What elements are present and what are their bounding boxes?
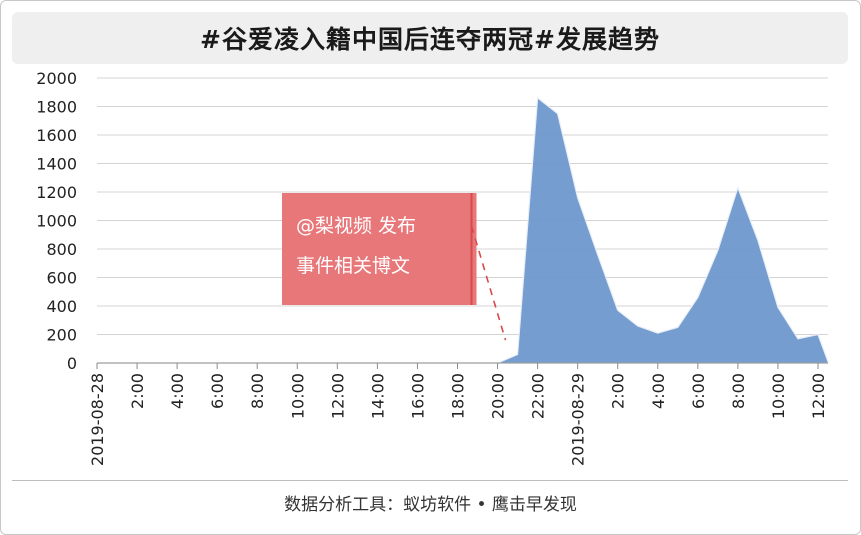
x-tick-label-1: 2:00 xyxy=(128,373,147,409)
x-tick-label-10: 20:00 xyxy=(489,373,508,419)
x-tick-label-12: 2019-08-29 xyxy=(569,373,588,466)
y-tick-label-1600: 1600 xyxy=(36,126,77,145)
footer-divider xyxy=(12,480,848,481)
x-tick-label-3: 6:00 xyxy=(208,373,227,409)
y-tick-label-1000: 1000 xyxy=(36,212,77,231)
y-tick-label-0: 0 xyxy=(67,354,77,373)
footer-source: 数据分析工具：蚁坊软件 • 鹰击早发现 xyxy=(284,495,577,515)
x-tick-label-4: 8:00 xyxy=(248,373,267,409)
y-tick-label-600: 600 xyxy=(46,269,77,288)
annotation-text-0: @梨视频 发布 xyxy=(296,215,416,237)
x-tick-label-15: 6:00 xyxy=(689,373,708,409)
y-tick-label-800: 800 xyxy=(46,240,77,259)
x-tick-label-13: 2:00 xyxy=(609,373,628,409)
y-tick-label-1200: 1200 xyxy=(36,183,77,202)
x-tick-label-6: 12:00 xyxy=(328,373,347,419)
annotation-text-1: 事件相关博文 xyxy=(296,255,410,277)
x-tick-label-14: 4:00 xyxy=(649,373,668,409)
y-tick-label-2000: 2000 xyxy=(36,69,77,88)
x-tick-label-16: 8:00 xyxy=(729,373,748,409)
x-tick-label-18: 12:00 xyxy=(809,373,828,419)
x-tick-label-8: 16:00 xyxy=(408,373,427,419)
x-tick-label-2: 4:00 xyxy=(168,373,187,409)
y-tick-label-200: 200 xyxy=(46,326,77,345)
y-tick-label-1800: 1800 xyxy=(36,98,77,117)
x-tick-label-0: 2019-08-28 xyxy=(88,373,107,466)
title-bar: #谷爱凌入籍中国后连夺两冠#发展趋势 xyxy=(12,12,848,64)
x-tick-label-11: 22:00 xyxy=(529,373,548,419)
chart-title: #谷爱凌入籍中国后连夺两冠#发展趋势 xyxy=(200,25,660,54)
annotation-leader xyxy=(470,225,507,341)
x-tick-label-17: 10:00 xyxy=(769,373,788,419)
annotation-box xyxy=(282,193,477,305)
x-tick-label-7: 14:00 xyxy=(368,373,387,419)
y-tick-label-1400: 1400 xyxy=(36,155,77,174)
y-tick-label-400: 400 xyxy=(46,297,77,316)
x-tick-label-5: 10:00 xyxy=(288,373,307,419)
x-tick-label-9: 18:00 xyxy=(448,373,467,419)
